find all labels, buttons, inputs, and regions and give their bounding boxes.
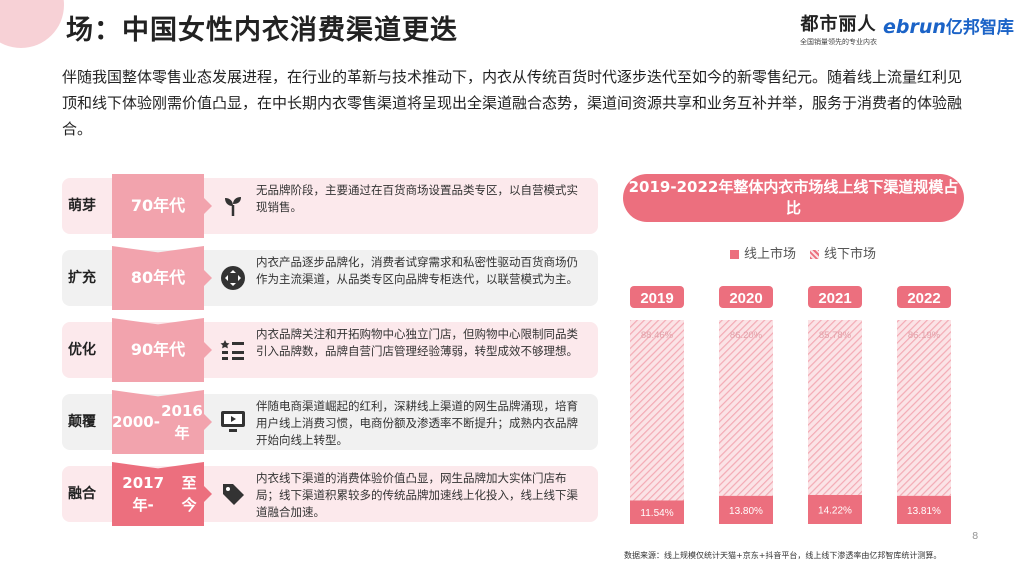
year-badge — [897, 286, 951, 308]
x-tick-label: 2021 — [818, 290, 851, 307]
row-description: 无品牌阶段，主要通过在百货商场设置品类专区，以自营模式实现销售。 — [256, 183, 578, 214]
timeline-row: 扩充 80年代 内衣产品逐步品牌化，消费者试穿需求和私密性驱动百货商场仍作为主流… — [62, 246, 598, 310]
era-label: 2017年- 至今 — [112, 462, 204, 526]
data-source-note: 数据来源：线上规模仅统计天猫+京东+抖音平台，线上线下渗透率由亿邦智库统计测算。 — [624, 551, 942, 560]
data-label-offline: 85.78% — [819, 330, 852, 341]
arrow-icon — [204, 270, 212, 286]
legend-online-label: 线上市场 — [744, 247, 797, 262]
bar-online — [808, 494, 862, 524]
data-label-offline: 86.19% — [908, 330, 941, 341]
era-label: 2000- 2016年 — [112, 390, 204, 454]
row-description: 内衣线下渠道的消费体验价值凸显，网生品牌加大实体门店布局；线下渠道积累较多的传统… — [256, 471, 578, 519]
dushi-logo-tagline: 全国销量领先的专业内衣 — [800, 38, 877, 46]
ebrun-logo: ebrun亿邦智库 — [883, 13, 1014, 38]
dushi-logo-name: 都市丽人 — [800, 14, 877, 35]
legend-offline-swatch — [810, 250, 820, 259]
dushi-logo: 都市丽人 全国销量领先的专业内衣 — [800, 10, 877, 47]
bar-offline — [630, 320, 684, 501]
era-label: 90年代 — [112, 318, 204, 382]
sprout-icon — [218, 191, 248, 221]
ebrun-logo-cn: 亿邦智库 — [945, 18, 1014, 38]
timeline-row: 颠覆 2000- 2016年 伴随电商渠道崛起的红利，深耕线上渠道的网生品牌涌现，… — [62, 390, 598, 454]
intro-paragraph: 伴随我国整体零售业态发展进程，在行业的革新与技术推动下，内衣从传统百货时代逐步迭… — [62, 68, 963, 138]
era-label: 70年代 — [112, 174, 204, 238]
bar-offline — [897, 320, 951, 496]
legend-online-swatch — [730, 250, 739, 259]
decor-circle — [0, 0, 64, 48]
list-star-icon — [218, 335, 248, 365]
row-description: 内衣品牌关注和开拓购物中心独立门店，但购物中心限制同品类引入品牌数，品牌自营门店… — [256, 327, 578, 358]
data-label-online: 11.54% — [640, 508, 673, 519]
stage-label: 优化 — [68, 342, 96, 358]
x-tick-label: 2020 — [729, 290, 762, 307]
stage-label: 萌芽 — [68, 198, 96, 214]
bar-online — [897, 495, 951, 524]
bar-offline — [719, 320, 773, 496]
page-title: 场：中国女性内衣消费渠道更迭 — [66, 15, 458, 46]
row-description: 内衣产品逐步品牌化，消费者试穿需求和私密性驱动百货商场仍作为主流渠道，从品类专区… — [256, 255, 578, 286]
data-label-online: 13.80% — [729, 506, 763, 517]
tag-icon — [218, 479, 248, 509]
legend-offline: 线下市场 — [810, 243, 876, 262]
page-number: 8 — [972, 531, 979, 542]
bar-online — [719, 495, 773, 524]
bar-offline — [808, 320, 862, 495]
data-label-online: 13.81% — [907, 506, 941, 517]
arrow-icon — [204, 414, 212, 430]
chart-title: 2019-2022年整体内衣市场线上线下渠道规模占比 — [623, 174, 964, 222]
arrow-icon — [204, 486, 212, 502]
stage-label: 颠覆 — [68, 414, 96, 430]
stage-label: 融合 — [68, 486, 96, 502]
year-badge — [808, 286, 862, 308]
stacked-bar-chart: 2019 88.46% 11.54% 2020 86.20% 13.80% 2021 85.7… — [630, 286, 951, 524]
year-badge — [719, 286, 773, 308]
row-description: 伴随电商渠道崛起的红利，深耕线上渠道的网生品牌涌现，培育用户线上消费习惯，电商份… — [256, 399, 578, 447]
year-badge — [630, 286, 684, 308]
bar-online — [630, 500, 684, 524]
timeline-row: 萌芽 70年代 无品牌阶段，主要通过在百货商场设置品类专区，以自营模式实现销售。 — [62, 174, 598, 238]
stage-label: 扩充 — [68, 270, 96, 286]
era-label: 80年代 — [112, 246, 204, 310]
arrow-icon — [204, 342, 212, 358]
timeline-row: 优化 90年代 内衣品牌关注和开拓购物中心独立门店，但购物中心限制同品类引入品牌… — [62, 318, 598, 382]
chart-legend: 线上市场 线下市场 — [730, 243, 876, 262]
timeline-row: 融合 2017年- 至今 内衣线下渠道的消费体验价值凸显，网生品牌加大实体门店布局… — [62, 462, 598, 526]
data-label-offline: 88.46% — [641, 330, 674, 341]
ebrun-logo-en: ebrun — [883, 16, 946, 38]
data-label-online: 14.22% — [818, 505, 852, 516]
x-tick-label: 2019 — [640, 290, 673, 307]
arrow-icon — [204, 198, 212, 214]
monitor-icon — [218, 407, 248, 437]
x-tick-label: 2022 — [907, 290, 940, 307]
data-label-offline: 86.20% — [730, 330, 763, 341]
legend-offline-label: 线下市场 — [824, 247, 877, 262]
legend-online: 线上市场 — [730, 243, 796, 262]
expand-icon — [218, 263, 248, 293]
